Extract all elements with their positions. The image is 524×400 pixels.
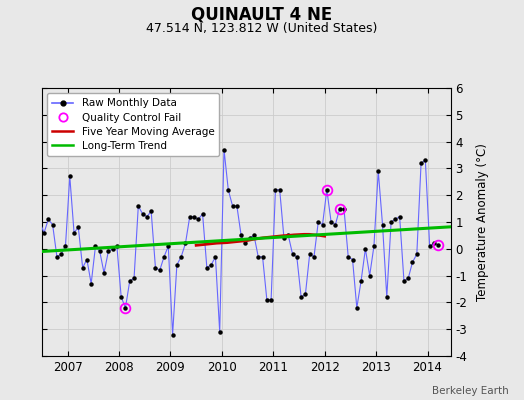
Text: 47.514 N, 123.812 W (United States): 47.514 N, 123.812 W (United States): [146, 22, 378, 35]
Text: Berkeley Earth: Berkeley Earth: [432, 386, 508, 396]
Text: QUINAULT 4 NE: QUINAULT 4 NE: [191, 6, 333, 24]
Y-axis label: Temperature Anomaly (°C): Temperature Anomaly (°C): [476, 143, 489, 301]
Legend: Raw Monthly Data, Quality Control Fail, Five Year Moving Average, Long-Term Tren: Raw Monthly Data, Quality Control Fail, …: [47, 93, 220, 156]
